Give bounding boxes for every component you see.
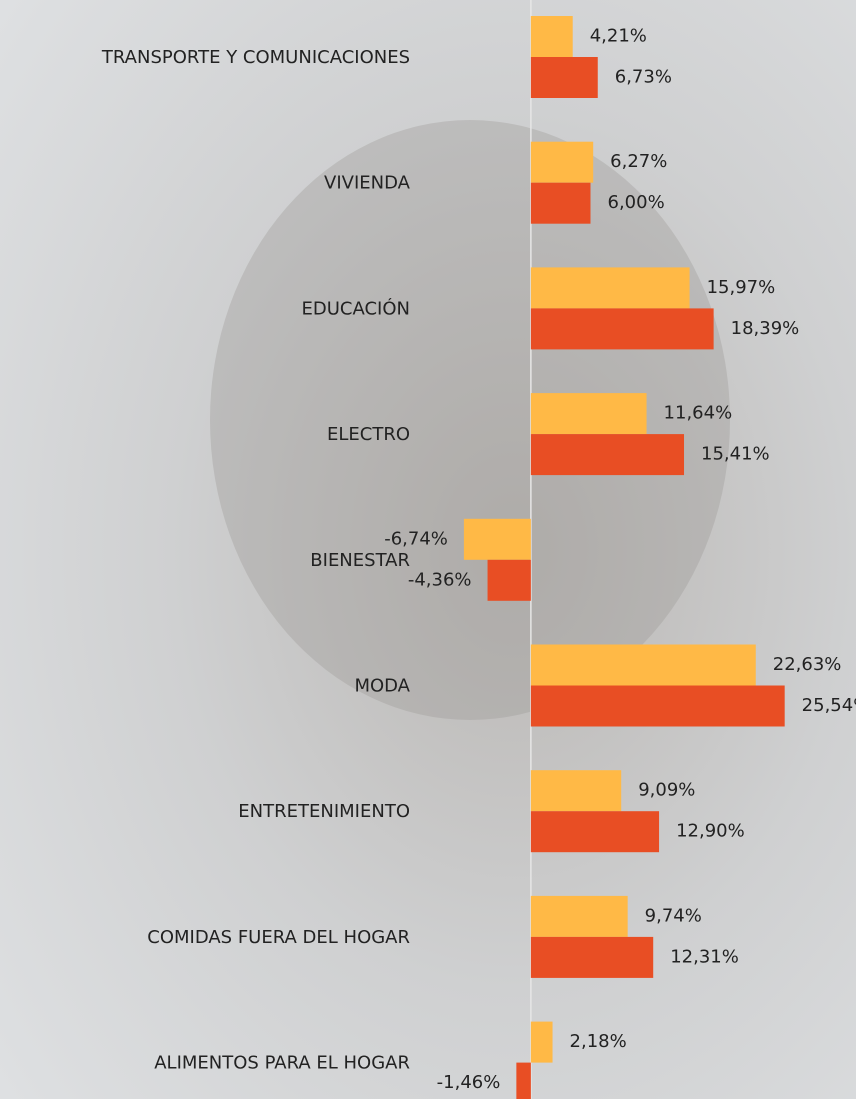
value-label: 9,09% bbox=[638, 780, 695, 801]
value-label: 6,73% bbox=[615, 67, 672, 88]
value-label: 6,27% bbox=[610, 151, 667, 172]
value-label: -1,46% bbox=[437, 1072, 501, 1093]
category-label: ELECTRO bbox=[327, 424, 410, 445]
bar bbox=[530, 393, 647, 435]
value-label: 25,54% bbox=[802, 695, 856, 716]
bar bbox=[530, 308, 714, 350]
value-label: 6,00% bbox=[608, 192, 665, 213]
bar bbox=[530, 434, 685, 476]
bar bbox=[530, 685, 785, 727]
bar bbox=[516, 1062, 531, 1099]
category-label: COMIDAS FUERA DEL HOGAR bbox=[147, 927, 410, 948]
category-label: ALIMENTOS PARA EL HOGAR bbox=[154, 1053, 410, 1074]
value-label: 12,31% bbox=[670, 946, 739, 967]
category-label: MODA bbox=[354, 676, 410, 697]
category-label: ENTRETENIMIENTO bbox=[238, 801, 410, 822]
value-label: 18,39% bbox=[731, 318, 800, 339]
bar bbox=[463, 518, 531, 560]
bar bbox=[530, 141, 594, 183]
category-label: EDUCACIÓN bbox=[302, 297, 410, 319]
bar bbox=[530, 770, 622, 812]
value-label: 12,90% bbox=[676, 821, 745, 842]
value-label: 4,21% bbox=[590, 26, 647, 47]
category-label: BIENESTAR bbox=[310, 550, 410, 571]
value-label: 9,74% bbox=[645, 905, 702, 926]
bar bbox=[530, 267, 690, 309]
bar bbox=[530, 811, 660, 853]
bar bbox=[530, 1021, 553, 1063]
category-label: TRANSPORTE Y COMUNICACIONES bbox=[101, 47, 410, 68]
value-label: 22,63% bbox=[773, 654, 842, 675]
bar bbox=[530, 895, 628, 937]
bar bbox=[530, 182, 591, 224]
bar bbox=[530, 936, 654, 978]
bar bbox=[530, 644, 756, 686]
bar bbox=[530, 57, 598, 98]
value-label: 11,64% bbox=[664, 403, 733, 424]
value-label: 15,41% bbox=[701, 444, 770, 465]
bar bbox=[530, 16, 573, 57]
value-label: 2,18% bbox=[570, 1031, 627, 1052]
category-label: VIVIENDA bbox=[324, 173, 411, 194]
value-label: 15,97% bbox=[707, 277, 776, 298]
value-label: -4,36% bbox=[408, 569, 472, 590]
value-label: -6,74% bbox=[384, 528, 448, 549]
bar bbox=[487, 559, 531, 601]
